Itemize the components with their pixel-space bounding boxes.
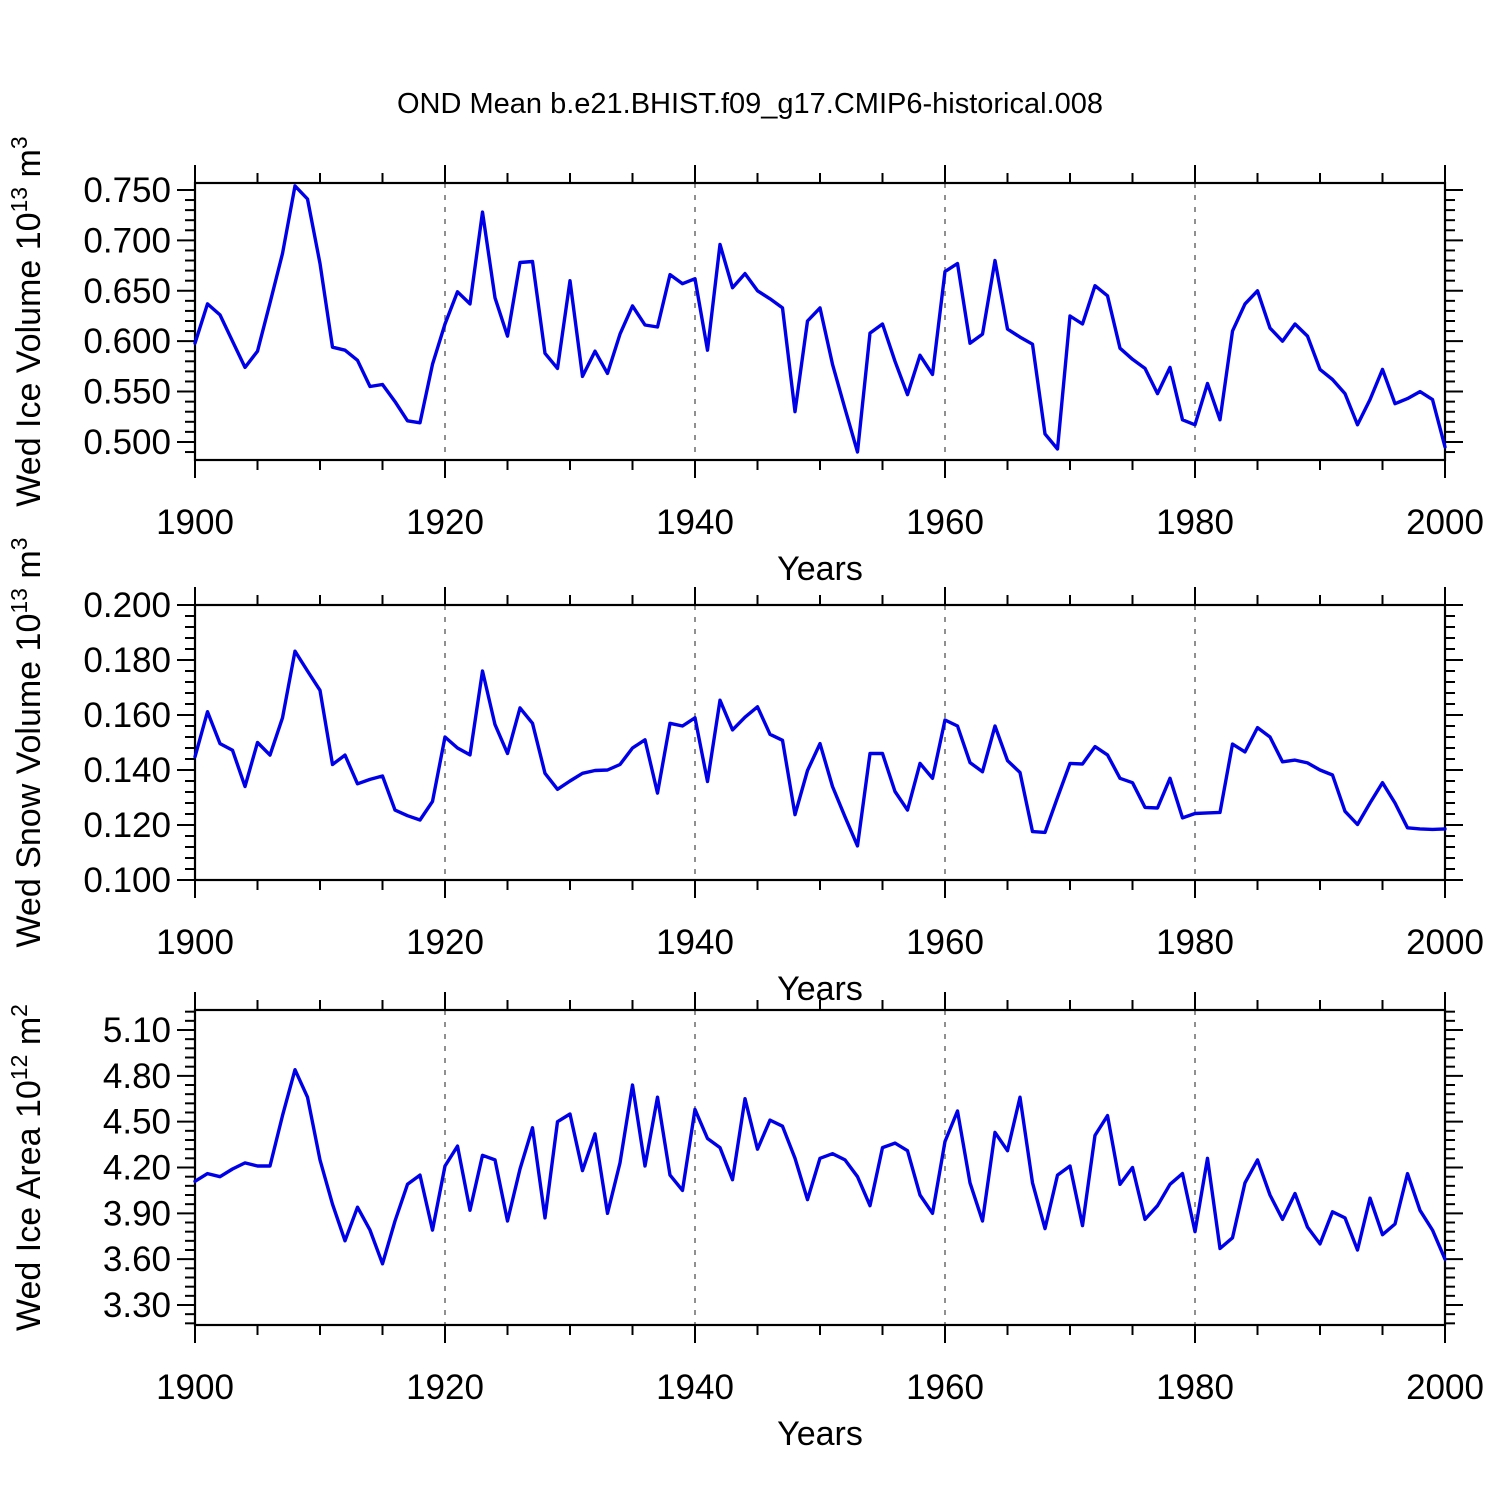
svg-text:3.90: 3.90 <box>103 1194 171 1233</box>
svg-text:0.160: 0.160 <box>83 696 171 735</box>
svg-text:1900: 1900 <box>156 923 234 962</box>
svg-text:1940: 1940 <box>656 1368 734 1407</box>
svg-text:1920: 1920 <box>406 503 484 542</box>
svg-text:4.50: 4.50 <box>103 1103 171 1142</box>
figure-title: OND Mean b.e21.BHIST.f09_g17.CMIP6-histo… <box>396 88 1103 120</box>
svg-text:1940: 1940 <box>656 503 734 542</box>
svg-text:Wed Ice Volume 1013 m3: Wed Ice Volume 1013 m3 <box>6 136 48 506</box>
svg-text:4.20: 4.20 <box>103 1149 171 1188</box>
svg-text:4.80: 4.80 <box>103 1057 171 1096</box>
svg-text:0.180: 0.180 <box>83 641 171 680</box>
svg-text:Years: Years <box>777 1415 863 1453</box>
svg-text:1960: 1960 <box>906 1368 984 1407</box>
svg-text:2000: 2000 <box>1406 1368 1484 1407</box>
svg-text:0.600: 0.600 <box>83 322 171 361</box>
svg-text:1920: 1920 <box>406 923 484 962</box>
svg-text:0.750: 0.750 <box>83 171 171 210</box>
svg-text:0.550: 0.550 <box>83 373 171 412</box>
svg-text:2000: 2000 <box>1406 923 1484 962</box>
svg-text:1940: 1940 <box>656 923 734 962</box>
svg-text:3.30: 3.30 <box>103 1286 171 1325</box>
svg-text:1980: 1980 <box>1156 1368 1234 1407</box>
svg-text:Wed Snow Volume 1013 m3: Wed Snow Volume 1013 m3 <box>6 537 48 947</box>
svg-text:0.650: 0.650 <box>83 272 171 311</box>
svg-text:Wed Ice Area 1012 m2: Wed Ice Area 1012 m2 <box>6 1004 48 1331</box>
svg-text:1960: 1960 <box>906 503 984 542</box>
svg-text:0.140: 0.140 <box>83 751 171 790</box>
svg-text:0.100: 0.100 <box>83 861 171 900</box>
svg-text:0.120: 0.120 <box>83 806 171 845</box>
svg-text:0.200: 0.200 <box>83 586 171 625</box>
svg-text:1900: 1900 <box>156 1368 234 1407</box>
svg-text:0.700: 0.700 <box>83 221 171 260</box>
svg-text:1920: 1920 <box>406 1368 484 1407</box>
svg-text:3.60: 3.60 <box>103 1240 171 1279</box>
svg-text:5.10: 5.10 <box>103 1011 171 1050</box>
svg-text:Years: Years <box>777 550 863 588</box>
svg-text:1960: 1960 <box>906 923 984 962</box>
svg-text:1900: 1900 <box>156 503 234 542</box>
svg-text:2000: 2000 <box>1406 503 1484 542</box>
svg-text:0.500: 0.500 <box>83 423 171 462</box>
svg-text:1980: 1980 <box>1156 503 1234 542</box>
svg-text:1980: 1980 <box>1156 923 1234 962</box>
